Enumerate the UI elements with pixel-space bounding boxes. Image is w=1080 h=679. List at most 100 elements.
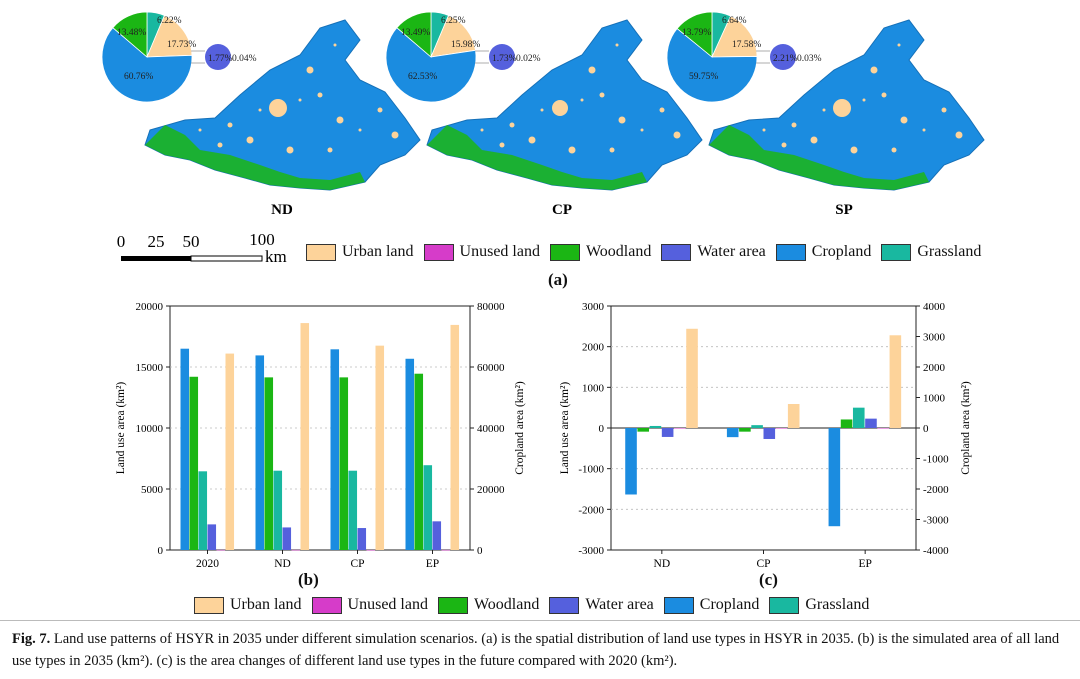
- pie-label-grassland: 6.25%: [441, 16, 466, 26]
- y-tick-label: 2000: [582, 342, 605, 354]
- urban-speck: [317, 92, 323, 98]
- x-tick-label: CP: [350, 558, 364, 570]
- pie-slice-urban: [146, 14, 193, 58]
- y-tick-label: 0: [158, 545, 164, 557]
- legend-b-grassland: Grassland: [769, 596, 869, 614]
- y-tick-label: 20000: [136, 301, 164, 313]
- urban-speck: [881, 92, 887, 98]
- bar-unused-CP: [366, 549, 376, 551]
- y-tick-label: 3000: [582, 301, 605, 313]
- urban-speck: [480, 128, 484, 132]
- pie-label-urban: 17.58%: [732, 40, 761, 50]
- bar-water-CP: [763, 428, 776, 439]
- panel-letter-c: (c): [759, 570, 778, 589]
- pie-label-urban: 15.98%: [451, 40, 480, 50]
- pie-charts: 6.22% 13.48% 17.73% 60.76% 1.77% 0.04% 6.25% 13…: [101, 11, 822, 103]
- legend-a: Urban land Unused land Woodland Water ar…: [306, 243, 991, 261]
- bar-unused-ND: [291, 549, 301, 551]
- legend-b-woodland: Woodland: [437, 596, 540, 614]
- urban-speck: [580, 98, 584, 102]
- y-tick-label: 5000: [141, 484, 164, 496]
- urban-speck: [528, 136, 536, 144]
- urban-speck: [298, 98, 302, 102]
- legend-a-unused: Unused land: [423, 243, 540, 261]
- x-tick-label: EP: [858, 558, 871, 570]
- map-label-sp: SP: [835, 202, 853, 218]
- map-sp: [708, 19, 985, 191]
- bar-urban-ND: [300, 323, 310, 550]
- urban-speck: [618, 116, 626, 124]
- bar-urban-2020: [225, 353, 235, 550]
- pie-slice-cropland: [385, 27, 477, 103]
- urban-speck: [198, 128, 202, 132]
- pie-slice-cropland: [666, 27, 758, 103]
- y2-tick-label: 0: [923, 423, 929, 435]
- urban-speck: [217, 142, 223, 148]
- pie-slice-woodland: [676, 11, 713, 58]
- y2-tick-label: 0: [477, 545, 483, 557]
- bar-woodland-ND: [264, 377, 274, 550]
- y-tick-label: 0: [599, 423, 605, 435]
- legend-label: Grassland: [805, 596, 870, 613]
- pie-slice-water: [205, 44, 231, 70]
- urban-speck: [599, 92, 605, 98]
- legend-a-urban: Urban land: [306, 243, 414, 261]
- swatch-water: [549, 596, 580, 614]
- bar-grassland-ND: [649, 425, 662, 428]
- urban-speck: [306, 66, 314, 74]
- y2-tick-label: 3000: [923, 332, 946, 344]
- swatch-water: [661, 243, 692, 261]
- urban-core-cp: [552, 100, 568, 116]
- urban-speck: [588, 66, 596, 74]
- bar-grassland-EP: [852, 407, 865, 428]
- y-tick-label: -2000: [578, 504, 604, 516]
- urban-speck: [327, 147, 333, 153]
- pie-slice-urban: [430, 15, 476, 58]
- urban-speck: [673, 131, 681, 139]
- legend-b-unused: Unused land: [311, 596, 428, 614]
- legend-bottom: Urban land Unused land Woodland Water ar…: [194, 596, 879, 614]
- urban-speck: [568, 146, 576, 154]
- bar-grassland-CP: [348, 470, 358, 550]
- y2-tick-label: 40000: [477, 423, 505, 435]
- scale-tick-100: 100: [249, 230, 275, 249]
- legend-a-cropland: Cropland: [775, 243, 871, 261]
- bar-water-2020: [207, 524, 217, 550]
- swatch-urban: [194, 596, 224, 614]
- y2-tick-label: -4000: [923, 545, 949, 557]
- pie-label-water: 1.73%: [492, 54, 517, 64]
- swatch-cropland: [663, 596, 694, 614]
- urban-speck: [791, 122, 797, 128]
- y2-axis-label: Cropland area (km²): [514, 381, 526, 475]
- figure-caption: Fig. 7. Land use patterns of HSYR in 203…: [12, 628, 1072, 672]
- y2-tick-label: 4000: [923, 301, 946, 313]
- pie-label-cropland: 62.53%: [408, 72, 437, 82]
- bar-cropland-EP: [828, 428, 841, 527]
- urban-speck: [499, 142, 505, 148]
- bar-water-CP: [357, 528, 367, 550]
- urban-speck: [227, 122, 233, 128]
- y-tick-label: 10000: [136, 423, 164, 435]
- legend-a-woodland: Woodland: [549, 243, 651, 261]
- bar-cropland-CP: [726, 428, 739, 438]
- bar-woodland-2020: [189, 376, 199, 550]
- map-woodland-cp: [427, 125, 647, 190]
- map-cp: [426, 19, 703, 191]
- map-panels: 6.22% 13.48% 17.73% 60.76% 1.77% 0.04% 6.25% 13…: [101, 11, 985, 218]
- x-tick-label: CP: [756, 558, 770, 570]
- chart-b: 0 5000 10000 15000 20000 0 20000 40000 60000 8000…: [115, 301, 526, 570]
- legend-label: Woodland: [473, 596, 540, 613]
- caption-fig-number: Fig. 7.: [12, 631, 51, 647]
- y2-tick-label: 20000: [477, 484, 505, 496]
- scale-bar: 0 25 50 100 km: [117, 230, 287, 266]
- y2-tick-label: -3000: [923, 515, 949, 527]
- legend-label: Unused land: [347, 596, 428, 613]
- bar-cropland-ND: [625, 428, 637, 495]
- legend-label: Unused land: [459, 243, 540, 260]
- pie-label-cropland: 59.75%: [689, 72, 718, 82]
- urban-speck: [862, 98, 866, 102]
- pie-label-woodland: 13.79%: [682, 28, 711, 38]
- pie-label-water: 1.77%: [208, 54, 233, 64]
- legend-label: Urban land: [230, 596, 302, 613]
- map-nd: [144, 19, 421, 191]
